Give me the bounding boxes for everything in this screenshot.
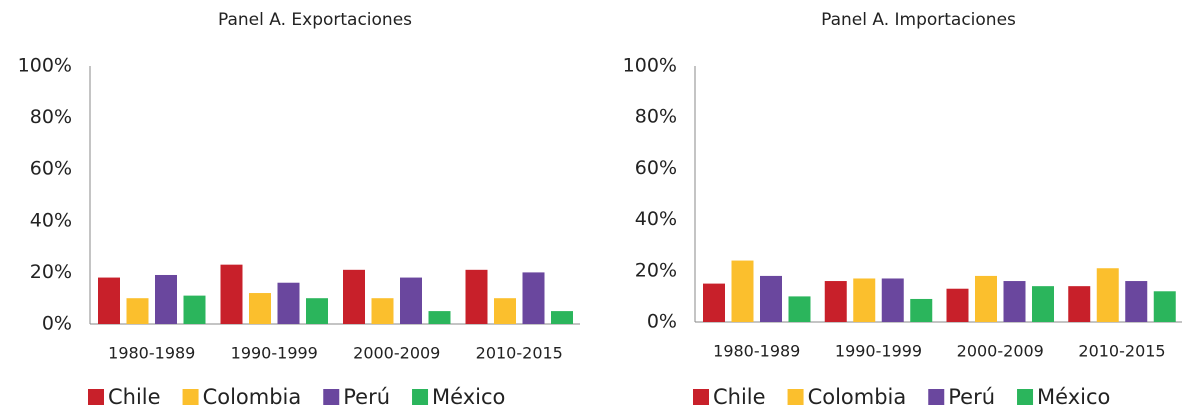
legend-swatch xyxy=(928,389,945,405)
bar xyxy=(1032,286,1054,322)
chart-title: Panel A. Importaciones xyxy=(821,10,1016,30)
bar xyxy=(1153,291,1176,322)
x-tick-label: 2000-2009 xyxy=(957,342,1044,361)
x-tick-label: 1980-1989 xyxy=(713,342,800,361)
y-tick-label: 80% xyxy=(635,106,677,128)
bar xyxy=(249,293,271,324)
bar xyxy=(220,264,243,324)
chart-title: Panel A. Exportaciones xyxy=(218,10,412,30)
legend-label: Chile xyxy=(108,385,161,409)
legend-swatch xyxy=(88,389,104,405)
bar xyxy=(910,298,933,322)
bar xyxy=(881,278,904,322)
y-tick-label: 100% xyxy=(623,55,677,77)
bar xyxy=(126,298,149,324)
bar xyxy=(343,269,365,324)
bar xyxy=(183,295,206,324)
x-tick-label: 2010-2015 xyxy=(476,344,563,363)
y-tick-label: 20% xyxy=(635,259,677,281)
bar xyxy=(946,288,969,322)
bar xyxy=(760,275,782,322)
y-tick-label: 40% xyxy=(635,208,677,230)
bar xyxy=(306,298,328,324)
bar xyxy=(494,298,516,324)
y-tick-label: 0% xyxy=(42,313,72,335)
legend-label: México xyxy=(432,385,505,409)
bar xyxy=(371,298,394,324)
legend-label: México xyxy=(1037,385,1110,409)
legend-label: Perú xyxy=(343,385,390,409)
y-tick-label: 0% xyxy=(647,311,677,333)
bar xyxy=(1003,281,1026,322)
y-tick-label: 20% xyxy=(30,261,72,283)
bar xyxy=(155,274,177,324)
bar xyxy=(1125,281,1148,322)
x-tick-label: 1990-1999 xyxy=(835,342,922,361)
legend-label: Colombia xyxy=(203,385,302,409)
legend-swatch xyxy=(182,389,199,405)
x-tick-label: 2010-2015 xyxy=(1078,342,1165,361)
bar xyxy=(465,269,488,324)
y-tick-label: 100% xyxy=(18,55,72,77)
x-tick-label: 1980-1989 xyxy=(108,344,195,363)
y-tick-label: 60% xyxy=(30,158,72,180)
legend-label: Chile xyxy=(713,385,766,409)
bar xyxy=(824,281,847,322)
bar xyxy=(703,283,725,322)
bar xyxy=(277,282,300,324)
bar xyxy=(428,311,451,324)
bar xyxy=(551,311,573,324)
bar xyxy=(1068,286,1091,322)
legend-swatch xyxy=(787,389,804,405)
bar xyxy=(731,260,754,322)
legend-swatch xyxy=(323,389,340,405)
bar xyxy=(788,296,811,322)
x-tick-label: 2000-2009 xyxy=(353,344,440,363)
legend-label: Perú xyxy=(948,385,995,409)
legend-swatch xyxy=(693,389,709,405)
y-tick-label: 80% xyxy=(30,106,72,128)
bar xyxy=(1096,268,1119,322)
bar xyxy=(98,277,120,324)
legend-swatch xyxy=(1017,389,1034,405)
bar xyxy=(975,275,997,322)
bar xyxy=(522,272,545,324)
x-tick-label: 1990-1999 xyxy=(231,344,318,363)
bar xyxy=(853,278,876,322)
legend-label: Colombia xyxy=(808,385,907,409)
y-tick-label: 60% xyxy=(635,157,677,179)
legend-swatch xyxy=(412,389,429,405)
bar xyxy=(400,277,422,324)
y-tick-label: 40% xyxy=(30,209,72,231)
